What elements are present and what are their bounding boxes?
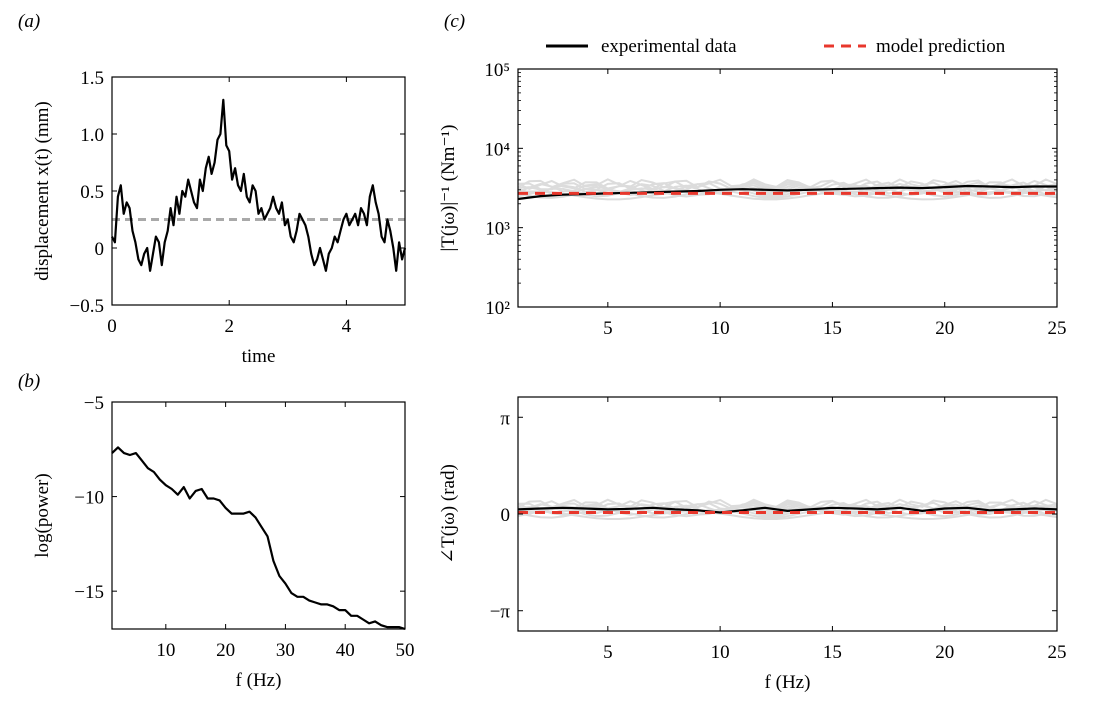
x-tick-label: 20 — [216, 640, 235, 661]
trial-line — [517, 498, 1058, 509]
panel-label-c: (c) — [444, 11, 465, 32]
plot-frame — [111, 76, 406, 306]
x-axis-label: f (Hz) — [765, 672, 811, 693]
y-tick-label: 10⁵ — [484, 60, 510, 81]
y-axis-label: log(power) — [32, 473, 53, 557]
y-tick-label: 1.0 — [80, 125, 104, 146]
y-axis-label: |T(jω)|⁻¹ (Nm⁻¹) — [438, 124, 459, 251]
x-tick-label: 4 — [342, 316, 352, 337]
x-tick-label: 25 — [1048, 642, 1067, 663]
experimental-data-line — [111, 98, 407, 272]
experimental-data-line — [517, 506, 1058, 514]
phase-plot: 5 10 15 20 25 π 0 −π f (Hz) ∠T(jω) (rad) — [438, 396, 1067, 693]
panel-label-b: (b) — [18, 371, 40, 392]
y-tick-label: 10³ — [485, 219, 510, 240]
x-tick-label: 10 — [711, 318, 730, 339]
x-tick-label: 5 — [603, 642, 613, 663]
plot-frame — [517, 68, 1058, 308]
plot-frame — [111, 401, 406, 630]
trial-line — [517, 178, 1058, 189]
y-tick-label: 0 — [95, 239, 105, 260]
panel-label-a: (a) — [18, 11, 40, 32]
x-axis-label: time — [242, 346, 276, 367]
x-tick-label: 15 — [823, 318, 842, 339]
x-axis-label: f (Hz) — [236, 670, 282, 691]
y-tick-label: −π — [490, 602, 511, 623]
y-tick-label: 0 — [501, 505, 511, 526]
x-tick-label: 10 — [156, 640, 175, 661]
y-tick-label: −15 — [74, 582, 104, 603]
y-tick-label: 10² — [485, 298, 510, 319]
y-tick-label: π — [500, 408, 510, 429]
experimental-data-line — [111, 446, 406, 631]
power-spectrum-plot: 10 20 30 40 50 −5 −10 −15 f (Hz) log(power) — [32, 393, 415, 691]
y-tick-label: 10⁴ — [484, 139, 510, 160]
x-tick-label: 15 — [823, 642, 842, 663]
x-tick-label: 30 — [276, 640, 295, 661]
x-tick-label: 20 — [935, 642, 954, 663]
y-axis-label: ∠T(jω) (rad) — [438, 464, 459, 564]
y-tick-label: −10 — [74, 488, 104, 509]
y-tick-label: 1.5 — [80, 68, 104, 89]
x-tick-label: 2 — [224, 316, 234, 337]
y-tick-label: −5 — [84, 393, 104, 414]
trial-line — [517, 501, 1058, 512]
y-tick-label: 0.5 — [80, 182, 104, 203]
legend-experimental-label: experimental data — [601, 36, 737, 57]
x-tick-label: 25 — [1048, 318, 1067, 339]
x-tick-label: 40 — [336, 640, 355, 661]
x-tick-label: 20 — [935, 318, 954, 339]
x-tick-label: 50 — [396, 640, 415, 661]
legend-model-label: model prediction — [876, 36, 1006, 57]
x-tick-label: 0 — [107, 316, 117, 337]
y-axis-label: displacement x(t) (mm) — [32, 101, 53, 280]
magnitude-plot: 5 10 15 20 25 10² 10³ 10⁴ 10⁵ |T(jω)|⁻¹ (Nm⁻¹) — [438, 60, 1067, 339]
legend: experimental data model prediction — [546, 36, 1006, 57]
x-tick-label: 10 — [711, 642, 730, 663]
x-tick-label: 5 — [603, 318, 613, 339]
y-tick-label: −0.5 — [70, 296, 104, 317]
